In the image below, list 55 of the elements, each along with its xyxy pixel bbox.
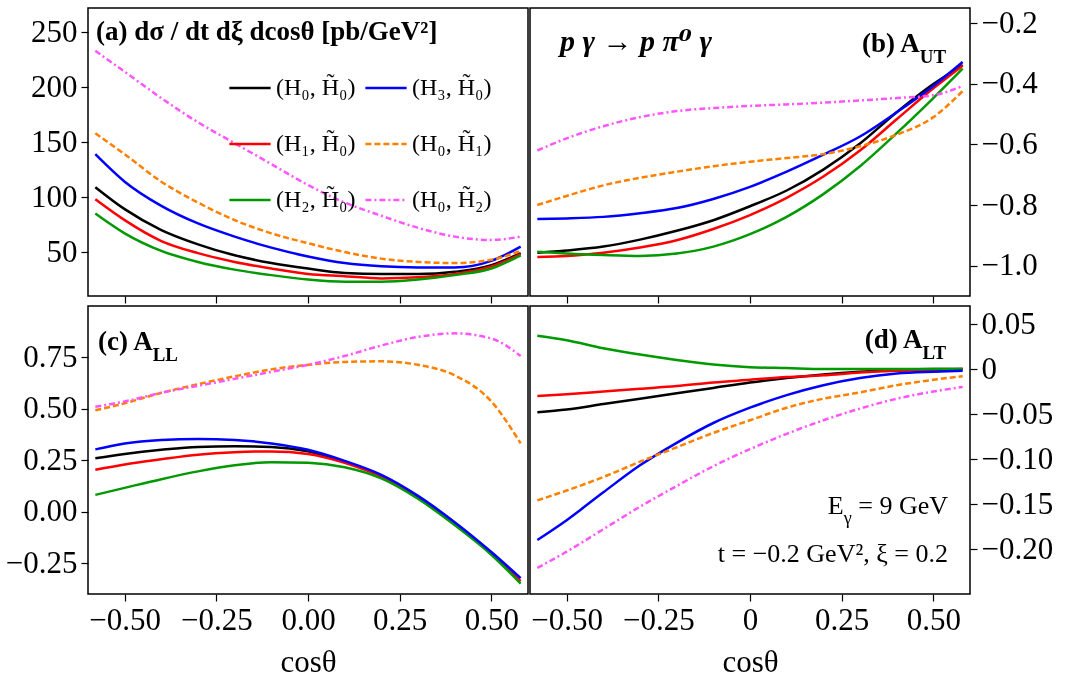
legend-label: (H₀, H̃₀) — [276, 73, 356, 100]
legend-label: (H₀, H̃₂) — [412, 185, 492, 212]
line-series — [94, 185, 522, 276]
y-tick-label: 50 — [46, 233, 78, 269]
y-tick-label: −0.05 — [981, 395, 1054, 431]
annotation: p γ → p π⁰ γ — [557, 24, 713, 57]
y-tick-label: −0.4 — [981, 65, 1039, 101]
legend-label: (H₁, H̃₀) — [276, 129, 356, 156]
y-tick-label: 0.75 — [23, 338, 78, 374]
x-tick-label: 0 — [742, 601, 759, 637]
y-tick-label: −0.8 — [981, 186, 1038, 222]
text: (b) A$_{UT}$ — [861, 28, 947, 67]
x-tick-label: 0.00 — [281, 601, 336, 637]
y-tick-label: −1.0 — [981, 247, 1038, 283]
annotation: E$_{γ}$ = 9 GeV — [827, 491, 949, 528]
x-axis-title: cosθ — [722, 643, 779, 679]
x-tick-label: 0.25 — [815, 601, 870, 637]
line-series — [94, 132, 522, 265]
x-tick-label: 0.25 — [373, 601, 428, 637]
x-tick-label: −0.50 — [89, 601, 162, 637]
y-tick-label: 0.50 — [23, 390, 78, 426]
y-tick-label: −0.10 — [981, 440, 1054, 476]
y-tick-label: 150 — [31, 123, 78, 159]
line-series — [536, 369, 964, 542]
y-tick-label: 0.00 — [23, 493, 78, 529]
line-series — [94, 332, 522, 409]
y-tick-label: 200 — [31, 68, 78, 104]
line-series — [94, 360, 522, 445]
chart-title: (a) dσ / dt dξ dcosθ [pb/GeV²] — [96, 16, 438, 46]
y-tick-label: 0.25 — [23, 441, 78, 477]
x-tick-label: 0.50 — [906, 601, 961, 637]
y-tick-label: 0 — [981, 350, 997, 386]
y-tick-label: −0.25 — [5, 544, 78, 580]
x-tick-label: 0.50 — [464, 601, 519, 637]
x-tick-label: −0.25 — [180, 601, 253, 637]
y-tick-label: 250 — [31, 13, 78, 49]
text: (d) A$_{LT}$ — [864, 324, 947, 363]
text: (c) A$_{LL}$ — [98, 326, 178, 365]
y-tick-label: 100 — [31, 178, 78, 214]
y-tick-label: −0.15 — [981, 485, 1054, 521]
legend-label: (H₃, H̃₀) — [412, 73, 492, 100]
line-series — [536, 89, 964, 207]
x-axis-title: cosθ — [280, 643, 337, 679]
y-tick-label: −0.6 — [981, 125, 1038, 161]
line-series — [536, 84, 964, 152]
y-tick-label: 0.05 — [981, 305, 1036, 341]
line-series — [94, 49, 522, 242]
y-tick-label: −0.2 — [981, 4, 1038, 40]
x-tick-label: −0.25 — [622, 601, 695, 637]
line-series — [94, 212, 522, 283]
annotation: t = −0.2 GeV², ξ = 0.2 — [717, 539, 948, 568]
x-tick-label: −0.50 — [531, 601, 604, 637]
legend-label: (H₀, H̃₁) — [412, 129, 492, 156]
y-tick-label: −0.20 — [981, 530, 1054, 566]
line-series — [536, 385, 964, 570]
